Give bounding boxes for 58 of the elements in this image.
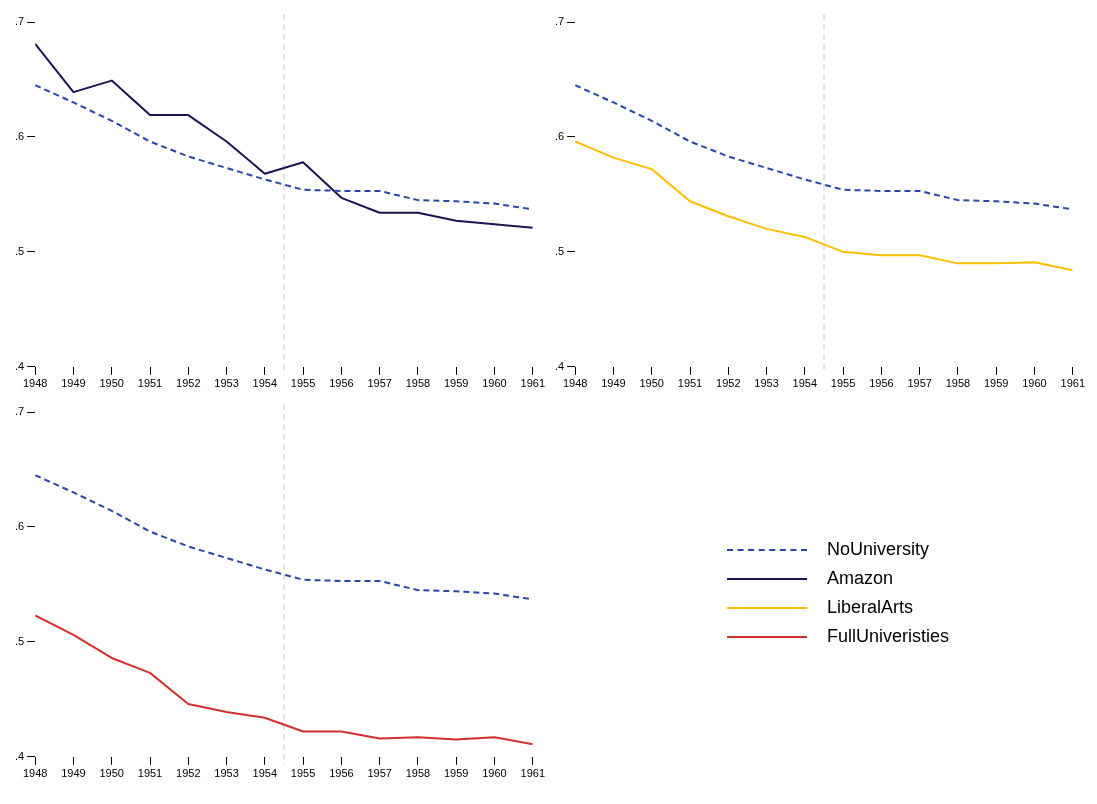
y-tick-label: .4 bbox=[554, 359, 565, 372]
y-tick-label: .7 bbox=[14, 15, 25, 28]
y-tick-label: .5 bbox=[14, 634, 25, 647]
x-tick-label: 1952 bbox=[176, 767, 201, 780]
y-tick-label: .7 bbox=[554, 15, 565, 28]
x-tick-label: 1961 bbox=[1060, 377, 1086, 390]
x-tick-label: 1949 bbox=[61, 377, 86, 390]
x-tick-label: 1948 bbox=[562, 377, 588, 390]
x-tick-label: 1959 bbox=[443, 767, 469, 780]
x-tick-label: 1956 bbox=[329, 377, 354, 390]
x-tick-label: 1953 bbox=[754, 377, 779, 390]
x-tick-label: 1957 bbox=[367, 377, 392, 390]
y-tick-label: .4 bbox=[14, 749, 25, 762]
x-tick-label: 1957 bbox=[907, 377, 932, 390]
x-tick-label: 1959 bbox=[983, 377, 1009, 390]
y-tick-label: .5 bbox=[554, 244, 565, 257]
x-tick-label: 1960 bbox=[482, 377, 507, 390]
x-tick-label: 1957 bbox=[367, 767, 392, 780]
x-tick-label: 1956 bbox=[329, 767, 354, 780]
legend-label: NoUniversity bbox=[826, 539, 930, 560]
y-tick-label: .6 bbox=[14, 129, 25, 142]
x-tick-label: 1953 bbox=[214, 767, 239, 780]
x-tick-label: 1961 bbox=[520, 767, 546, 780]
x-tick-label: 1949 bbox=[601, 377, 626, 390]
x-tick-label: 1958 bbox=[405, 377, 431, 390]
x-tick-label: 1958 bbox=[945, 377, 971, 390]
y-tick-label: .6 bbox=[14, 519, 25, 532]
x-tick-label: 1955 bbox=[830, 377, 856, 390]
x-tick-label: 1960 bbox=[482, 767, 507, 780]
x-tick-label: 1950 bbox=[639, 377, 664, 390]
x-tick-label: 1951 bbox=[677, 377, 703, 390]
y-tick-label: .4 bbox=[14, 359, 25, 372]
legend-label: Amazon bbox=[826, 568, 894, 589]
x-tick-label: 1953 bbox=[214, 377, 239, 390]
y-tick-label: .7 bbox=[14, 405, 25, 418]
x-tick-label: 1950 bbox=[99, 767, 124, 780]
x-tick-label: 1959 bbox=[443, 377, 469, 390]
x-tick-label: 1949 bbox=[61, 767, 86, 780]
x-tick-label: 1948 bbox=[22, 767, 48, 780]
x-tick-label: 1955 bbox=[290, 377, 316, 390]
x-tick-label: 1954 bbox=[252, 377, 278, 390]
x-tick-label: 1960 bbox=[1022, 377, 1047, 390]
legend-label: FullUniveristies bbox=[826, 626, 950, 647]
x-tick-label: 1952 bbox=[716, 377, 741, 390]
x-tick-label: 1952 bbox=[176, 377, 201, 390]
x-tick-label: 1955 bbox=[290, 767, 316, 780]
x-tick-label: 1954 bbox=[252, 767, 278, 780]
x-tick-label: 1958 bbox=[405, 767, 431, 780]
x-tick-label: 1954 bbox=[792, 377, 818, 390]
x-tick-label: 1948 bbox=[22, 377, 48, 390]
x-tick-label: 1951 bbox=[137, 377, 163, 390]
y-tick-label: .5 bbox=[14, 244, 25, 257]
y-tick-label: .6 bbox=[554, 129, 565, 142]
x-tick-label: 1950 bbox=[99, 377, 124, 390]
legend-label: LiberalArts bbox=[826, 597, 914, 618]
x-tick-label: 1956 bbox=[869, 377, 894, 390]
x-tick-label: 1951 bbox=[137, 767, 163, 780]
x-tick-label: 1961 bbox=[520, 377, 546, 390]
